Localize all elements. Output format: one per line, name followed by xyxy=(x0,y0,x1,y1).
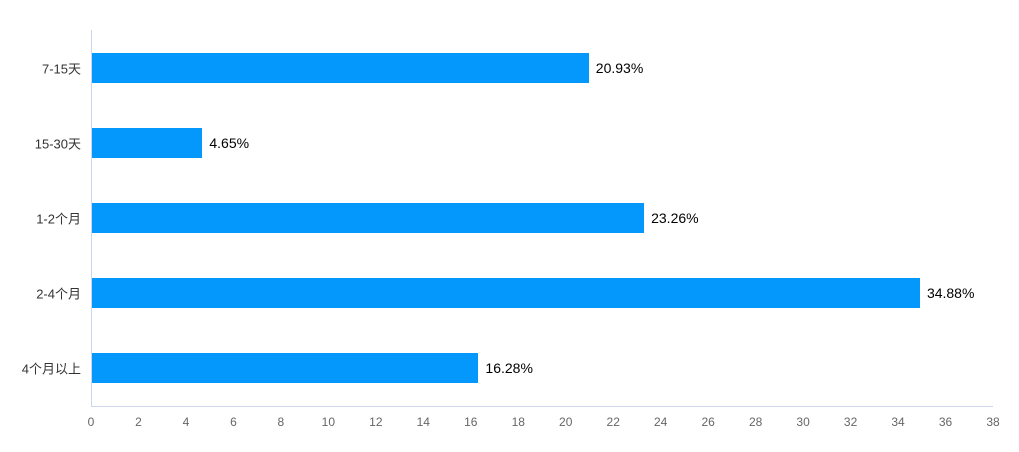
x-tick-label-36: 36 xyxy=(938,415,953,429)
value-label-1: 4.65% xyxy=(209,134,250,151)
x-tick-label-16: 16 xyxy=(464,415,478,429)
x-tick-label-14: 14 xyxy=(416,415,430,429)
x-tick-label-4: 4 xyxy=(182,415,190,429)
value-label-4: 16.28% xyxy=(485,360,533,377)
value-label-0: 20.93% xyxy=(595,59,644,76)
category-label-2: 1-2个月 xyxy=(36,211,81,227)
x-tick-label-8: 8 xyxy=(277,415,285,429)
x-tick-label-0: 0 xyxy=(87,415,95,429)
y-axis-line xyxy=(91,30,92,407)
x-tick-label-2: 2 xyxy=(135,415,142,429)
bar-4 xyxy=(92,353,479,384)
value-label-2: 23.26% xyxy=(651,210,699,226)
x-axis-line xyxy=(91,406,993,407)
x-tick-label-10: 10 xyxy=(321,415,336,429)
bar-2 xyxy=(92,203,645,233)
x-tick-label-30: 30 xyxy=(796,415,810,429)
category-label-3: 2-4个月 xyxy=(36,286,81,302)
x-tick-label-32: 32 xyxy=(843,415,858,429)
x-tick-label-18: 18 xyxy=(511,415,525,429)
x-tick-label-24: 24 xyxy=(653,415,668,429)
category-label-4: 4个月以上 xyxy=(21,361,81,377)
x-tick-label-28: 28 xyxy=(748,415,763,429)
category-label-0: 7-15天 xyxy=(41,61,81,77)
x-tick-label-38: 38 xyxy=(986,415,1000,429)
category-label-1: 15-30天 xyxy=(34,136,81,152)
x-tick-label-22: 22 xyxy=(606,415,620,429)
x-tick-label-12: 12 xyxy=(369,415,383,429)
bar-3 xyxy=(92,278,920,309)
x-tick-label-34: 34 xyxy=(891,415,905,429)
bar-0 xyxy=(92,52,589,83)
x-tick-label-6: 6 xyxy=(230,415,237,429)
x-tick-label-20: 20 xyxy=(559,415,573,429)
x-tick-label-26: 26 xyxy=(701,415,715,429)
bar-1 xyxy=(92,127,203,158)
value-label-3: 34.88% xyxy=(926,285,975,302)
